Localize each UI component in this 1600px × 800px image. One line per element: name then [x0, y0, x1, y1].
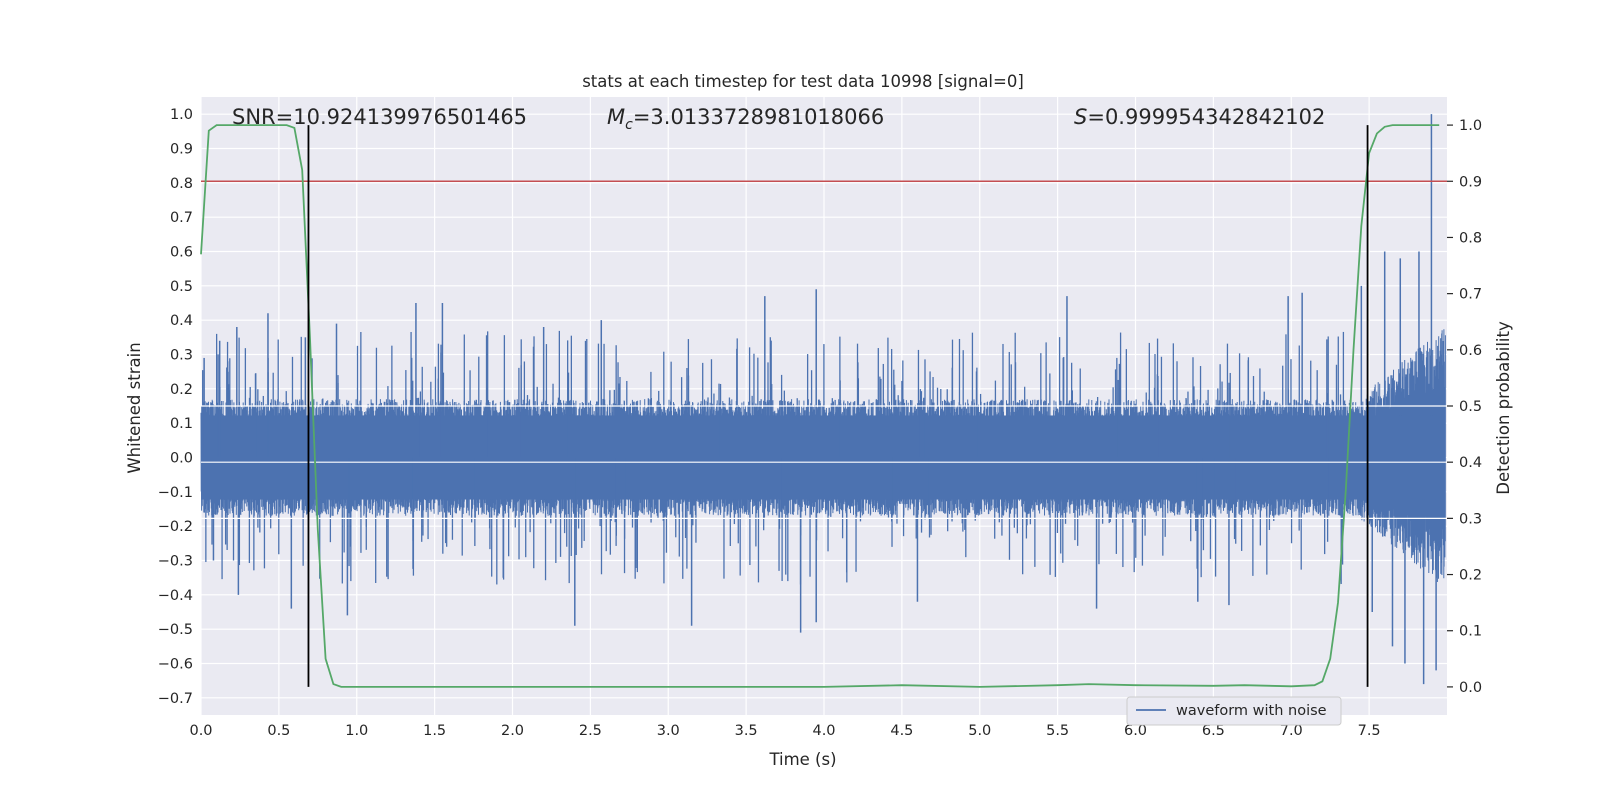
y2-tick-label: 0.3 [1459, 511, 1482, 527]
chirp-mass-value: =3.0133728981018066 [633, 105, 884, 129]
y-tick-label: −0.6 [158, 657, 193, 673]
y-axis-label: Whitened strain [125, 342, 144, 473]
y-tick-label: 0.2 [170, 382, 193, 398]
y2-tick-label: 0.9 [1459, 174, 1482, 190]
detection-probability-line [200, 124, 1440, 688]
y2-tick-label: 0.1 [1459, 624, 1482, 640]
y-tick-label: 0.3 [170, 348, 193, 364]
x-axis-label: Time (s) [768, 750, 836, 769]
y-tick-label: −0.2 [158, 519, 193, 535]
chart-title: stats at each timestep for test data 109… [582, 72, 1024, 91]
x-tick-label: 1.0 [345, 723, 368, 739]
y2-tick-label: 0.2 [1459, 568, 1482, 584]
x-tick-label: 4.5 [890, 723, 913, 739]
y-tick-label: 0.4 [170, 313, 193, 329]
y2-axis-ticks: 0.0 0.1 0.2 0.3 0.4 0.5 0.6 0.7 0.8 0.9 1.0 [1447, 118, 1482, 696]
y-tick-label: 0.5 [170, 279, 193, 295]
s-annotation: S=0.999954342842102 [1074, 105, 1325, 129]
y2-tick-label: 0.5 [1459, 399, 1482, 415]
legend-box [1126, 696, 1342, 726]
snr-annotation: SNR=10.924139976501465 [232, 105, 527, 129]
y-tick-label: −0.5 [158, 622, 193, 638]
x-tick-label: 5.0 [968, 723, 991, 739]
y-tick-label: −0.1 [158, 485, 193, 501]
waveform-core [201, 415, 1446, 500]
y-axis-ticks: −0.7 −0.6 −0.5 −0.4 −0.3 −0.2 −0.1 0.0 0.1 0.2 0.3… [158, 107, 193, 707]
x-tick-label: 6.0 [1124, 723, 1147, 739]
y2-tick-label: 0.0 [1459, 680, 1482, 696]
x-tick-label: 1.5 [423, 723, 446, 739]
x-tick-label: 2.0 [501, 723, 524, 739]
y-tick-label: 0.8 [170, 176, 193, 192]
x-tick-label: 5.5 [1046, 723, 1069, 739]
x-tick-label: 2.5 [579, 723, 602, 739]
chirp-mass-subscript: c [625, 117, 633, 133]
y-tick-label: 0.0 [170, 451, 193, 467]
y-tick-label: 1.0 [170, 107, 193, 123]
y2-tick-label: 0.7 [1459, 287, 1482, 303]
y-tick-label: 0.6 [170, 245, 193, 261]
y-tick-label: 0.9 [170, 142, 193, 158]
legend-entry-waveform: waveform with noise [1176, 703, 1327, 719]
probability-overlays [200, 124, 1447, 688]
y2-tick-label: 0.8 [1459, 230, 1482, 246]
s-value: =0.999954342842102 [1087, 105, 1325, 129]
chirp-mass-annotation: Mc=3.0133728981018066 [607, 105, 884, 133]
y2-axis-label: Detection probability [1494, 321, 1513, 495]
x-tick-label: 3.5 [735, 723, 758, 739]
x-tick-label: 3.0 [657, 723, 680, 739]
x-tick-label: 0.0 [189, 723, 212, 739]
x-tick-label: 6.5 [1202, 723, 1225, 739]
x-tick-label: 0.5 [267, 723, 290, 739]
x-tick-label: 7.0 [1280, 723, 1303, 739]
y-tick-label: 0.1 [170, 416, 193, 432]
y2-tick-label: 0.6 [1459, 343, 1482, 359]
waveform-series [200, 114, 1447, 685]
y-tick-label: −0.7 [158, 691, 193, 707]
y-tick-label: 0.7 [170, 210, 193, 226]
y2-tick-label: 0.4 [1459, 455, 1482, 471]
y-tick-label: −0.4 [158, 588, 193, 604]
x-axis-ticks: 0.0 0.5 1.0 1.5 2.0 2.5 3.0 3.5 4.0 4.5 5.0 5.5 6.0 6… [189, 723, 1380, 739]
y2-tick-label: 1.0 [1459, 118, 1482, 134]
x-tick-label: 7.5 [1358, 723, 1381, 739]
legend: waveform with noise [1126, 696, 1342, 726]
chirp-mass-symbol: M [607, 105, 625, 129]
y-tick-label: −0.3 [158, 554, 193, 570]
x-tick-label: 4.0 [812, 723, 835, 739]
s-symbol: S [1074, 105, 1087, 129]
